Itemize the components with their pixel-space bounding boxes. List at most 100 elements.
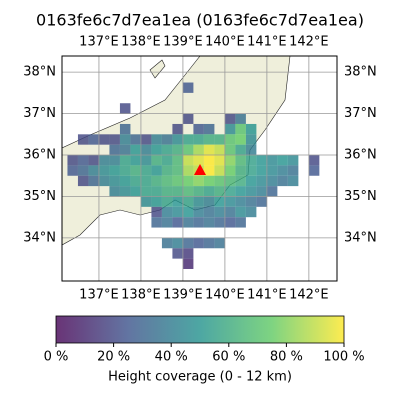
coverage-cell	[140, 186, 152, 197]
coverage-cell	[109, 165, 120, 176]
coverage-cell	[161, 155, 173, 166]
lon-label-top: 140°E	[205, 35, 245, 50]
coverage-cell	[203, 155, 215, 166]
lat-label-left: 34°N	[23, 230, 56, 245]
colorbar	[55, 315, 345, 344]
coverage-cell	[214, 237, 225, 249]
coverage-cell	[182, 175, 194, 187]
coverage-cell	[109, 134, 120, 145]
coverage-cell	[203, 196, 215, 207]
coverage-cell	[224, 196, 236, 207]
coverage-cell	[140, 165, 152, 176]
coverage-cell	[119, 155, 131, 166]
coverage-cell	[224, 186, 236, 197]
coverage-cell	[277, 165, 288, 176]
lat-label-right: 37°N	[344, 106, 377, 121]
coverage-cell	[203, 237, 215, 249]
coverage-cell	[130, 134, 141, 145]
coverage-cell	[182, 217, 194, 228]
coverage-cell	[193, 175, 204, 187]
coverage-cell	[172, 237, 183, 249]
lat-label-right: 38°N	[344, 65, 377, 80]
lon-label-bottom: 140°E	[205, 288, 245, 303]
coverage-cell	[119, 103, 131, 114]
coverage-cell	[203, 123, 215, 135]
coverage-cell	[119, 175, 131, 187]
lon-label-top: 139°E	[163, 35, 203, 50]
coverage-cell	[182, 196, 194, 207]
coverage-cell	[140, 155, 152, 166]
coverage-cell	[287, 155, 299, 166]
title: 0163fe6c7d7ea1ea (0163fe6c7d7ea1ea)	[36, 11, 364, 30]
coverage-cell	[109, 144, 120, 156]
coverage-cell	[245, 196, 257, 207]
coverage-cell	[235, 217, 246, 228]
coverage-cell	[193, 196, 204, 207]
coverage-cell	[266, 155, 278, 166]
lon-label-top: 141°E	[247, 35, 287, 50]
colorbar-tick-label: 40 %	[155, 350, 188, 365]
lat-label-right: 34°N	[344, 230, 377, 245]
coverage-cell	[256, 155, 267, 166]
coverage-cell	[235, 165, 246, 176]
coverage-cell	[119, 186, 131, 197]
lon-label-bottom: 139°E	[163, 288, 203, 303]
coverage-cell	[182, 144, 194, 156]
coverage-cell	[130, 165, 141, 176]
coverage-cell	[172, 206, 183, 218]
coverage-cell	[235, 196, 246, 207]
coverage-cell	[88, 165, 99, 176]
coverage-cell	[308, 165, 320, 176]
coverage-cell	[224, 165, 236, 176]
coverage-cell	[193, 144, 204, 156]
coverage-cell	[245, 165, 257, 176]
coverage-cell	[245, 206, 257, 218]
coverage-cell	[172, 248, 183, 259]
coverage-cell	[214, 175, 225, 187]
coverage-cell	[151, 165, 162, 176]
coverage-cell	[172, 155, 183, 166]
coverage-cell	[151, 144, 162, 156]
coverage-cell	[245, 134, 257, 145]
coverage-cell	[151, 186, 162, 197]
coverage-cell	[140, 175, 152, 187]
colorbar-label: Height coverage (0 - 12 km)	[108, 370, 292, 385]
coverage-cell	[235, 113, 246, 124]
coverage-cell	[161, 196, 173, 207]
coverage-cell	[119, 134, 131, 145]
coverage-cell	[161, 237, 173, 249]
coverage-cell	[245, 123, 257, 135]
coverage-cell	[172, 175, 183, 187]
coverage-cell	[224, 134, 236, 145]
coverage-cell	[109, 175, 120, 187]
coverage-cell	[245, 186, 257, 197]
coverage-cell	[277, 175, 288, 187]
coverage-cell	[203, 175, 215, 187]
coverage-cell	[235, 206, 246, 218]
coverage-cell	[277, 155, 288, 166]
coverage-cell	[224, 175, 236, 187]
coverage-cell	[182, 237, 194, 249]
lat-label-left: 38°N	[23, 65, 56, 80]
coverage-cell	[256, 175, 267, 187]
coverage-cell	[151, 175, 162, 187]
coverage-cell	[119, 123, 131, 135]
coverage-cell	[224, 206, 236, 218]
coverage-cell	[245, 175, 257, 187]
coverage-cell	[224, 144, 236, 156]
coverage-cell	[140, 134, 152, 145]
lon-label-bottom: 138°E	[121, 288, 161, 303]
coverage-cell	[235, 155, 246, 166]
coverage-cell	[287, 165, 299, 176]
coverage-cell	[266, 175, 278, 187]
coverage-cell	[182, 258, 194, 269]
coverage-cell	[214, 196, 225, 207]
coverage-cell	[140, 144, 152, 156]
coverage-cell	[245, 144, 257, 156]
coverage-cell	[224, 155, 236, 166]
coverage-cell	[161, 165, 173, 176]
coverage-cell	[203, 134, 215, 145]
coverage-cell	[224, 123, 236, 135]
coverage-cell	[214, 165, 225, 176]
coverage-cell	[214, 217, 225, 228]
